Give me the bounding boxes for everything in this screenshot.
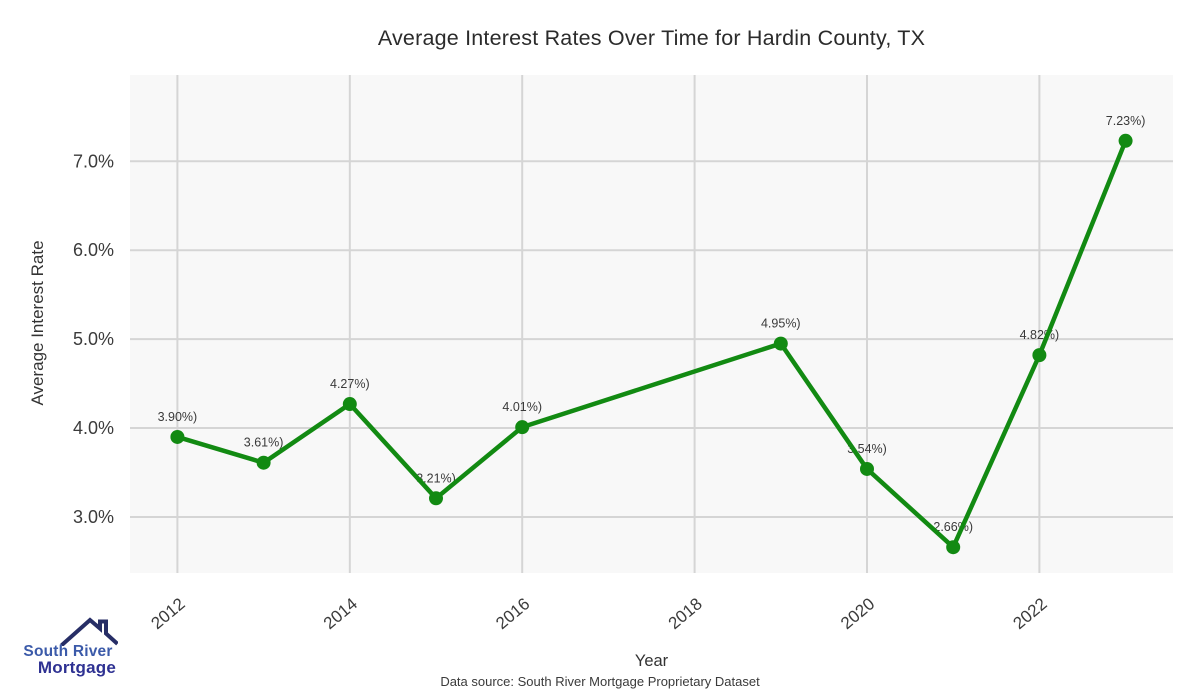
x-tick-label: 2012 (147, 594, 188, 633)
data-point-label: 4.95%) (761, 317, 801, 331)
x-tick-label: 2018 (665, 594, 706, 633)
x-tick-label: 2014 (320, 594, 361, 633)
plot-area (130, 75, 1173, 573)
logo-text-primary: South River (23, 643, 113, 660)
data-point (429, 491, 444, 506)
data-point (1118, 133, 1133, 148)
data-source-note: Data source: South River Mortgage Propri… (440, 674, 760, 689)
logo-text-secondary: Mortgage (37, 658, 116, 677)
y-tick-label: 5.0% (73, 329, 114, 349)
house-roof-icon (60, 617, 118, 646)
data-point-label: 4.01%) (502, 400, 542, 414)
data-point (256, 455, 271, 470)
logo: South River Mortgage (14, 612, 124, 682)
y-tick-label: 6.0% (73, 240, 114, 260)
data-point (859, 461, 874, 476)
data-point (515, 420, 530, 435)
data-point-label: 3.90%) (158, 410, 198, 424)
data-point-label: 3.61%) (244, 436, 284, 450)
y-tick-label: 3.0% (73, 507, 114, 527)
y-tick-label: 4.0% (73, 418, 114, 438)
x-tick-label: 2022 (1009, 594, 1050, 633)
data-point (946, 540, 961, 555)
x-axis-title: Year (634, 652, 669, 670)
data-point (170, 429, 185, 444)
y-axis-title: Average Interest Rate (28, 240, 47, 406)
x-tick-label: 2020 (837, 594, 878, 633)
trend-line (175, 138, 1128, 550)
data-point-label: 4.82%) (1020, 328, 1060, 342)
data-point-label: 7.23%) (1106, 114, 1146, 128)
data-point (342, 397, 357, 412)
data-point-label: 3.21%) (416, 471, 456, 485)
data-point (1032, 348, 1047, 363)
data-point-label: 4.27%) (330, 377, 370, 391)
data-point (773, 336, 788, 351)
y-tick-label: 7.0% (73, 151, 114, 171)
x-tick-label: 2016 (492, 594, 533, 633)
chart-title: Average Interest Rates Over Time for Har… (377, 26, 926, 50)
